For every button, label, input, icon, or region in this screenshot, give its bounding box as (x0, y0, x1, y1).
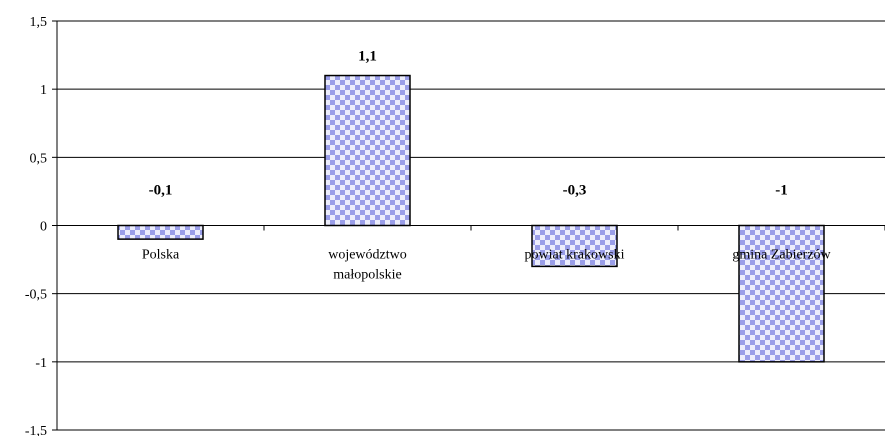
bar (324, 74, 411, 227)
y-tick-label: 0 (40, 220, 47, 235)
y-tick-label: -1 (35, 356, 47, 371)
category-label-line: małopolskie (333, 268, 401, 283)
category-label-line: województwo (328, 248, 407, 263)
y-tick-label: -0,5 (25, 288, 47, 303)
data-label: -0,3 (563, 183, 587, 199)
bar (738, 224, 825, 363)
labels: 1,5 1 0,5 0 -0,5 -1 -1,5 -0,1 Polska 1,1 województ… (25, 15, 832, 439)
category-label: gmina Zabierzów (732, 248, 831, 263)
data-label: -1 (775, 183, 788, 199)
bar (117, 224, 204, 240)
data-label: -0,1 (149, 183, 173, 199)
bars (117, 74, 825, 363)
category-label-line: powiat krakowski (525, 248, 625, 263)
y-tick-label: 1 (40, 83, 47, 98)
category-label-line: Polska (142, 248, 180, 263)
axes (52, 20, 885, 431)
category-label: powiat krakowski (525, 248, 625, 263)
y-tick-label: -1,5 (25, 424, 47, 436)
y-tick-label: 0,5 (30, 151, 48, 166)
category-label: Polska (142, 248, 180, 263)
category-label-line: gmina Zabierzów (732, 248, 831, 263)
data-label: 1,1 (358, 49, 377, 65)
y-tick-label: 1,5 (30, 15, 48, 30)
bar (531, 224, 618, 268)
category-label: województwo małopolskie (328, 248, 407, 283)
